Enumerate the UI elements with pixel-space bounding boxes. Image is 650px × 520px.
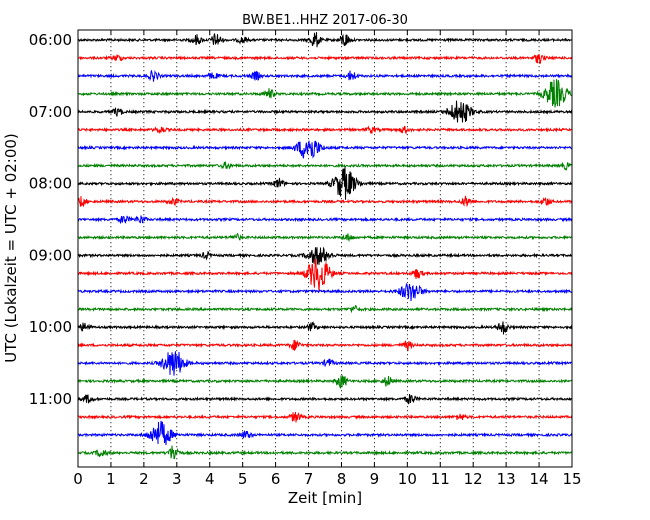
y-tick-label: 08:00 <box>29 175 72 193</box>
traces <box>77 32 573 460</box>
trace-0930 <box>77 282 573 302</box>
y-tick-label: 11:00 <box>29 390 72 408</box>
trace-0945 <box>77 304 573 314</box>
grid <box>78 30 572 467</box>
x-tick-label: 1 <box>106 470 116 488</box>
trace-1115 <box>77 411 573 423</box>
trace-0800 <box>77 166 573 200</box>
trace-0845 <box>77 232 573 243</box>
trace-0730 <box>77 140 573 159</box>
trace-1045 <box>77 375 573 389</box>
y-axis-label: UTC (Lokalzeit = UTC + 02:00) <box>2 133 20 363</box>
trace-0915 <box>77 258 573 293</box>
x-tick-label: 2 <box>139 470 149 488</box>
x-tick-label: 15 <box>562 470 581 488</box>
x-tick-label: 10 <box>398 470 417 488</box>
x-tick-label: 3 <box>172 470 182 488</box>
trace-1030 <box>77 351 573 376</box>
trace-1100 <box>77 393 573 405</box>
trace-1145 <box>77 445 573 460</box>
x-tick-label: 14 <box>530 470 549 488</box>
trace-0900 <box>77 246 573 265</box>
x-tick-label: 13 <box>497 470 516 488</box>
x-axis-label: Zeit [min] <box>288 489 362 507</box>
trace-1015 <box>77 339 573 352</box>
trace-1000 <box>77 321 573 335</box>
x-tick-label: 0 <box>73 470 83 488</box>
x-tick-label: 4 <box>205 470 215 488</box>
chart-title: BW.BE1..HHZ 2017-06-30 <box>242 13 408 28</box>
x-tick-label: 7 <box>304 470 314 488</box>
trace-0745 <box>77 161 573 171</box>
trace-0615 <box>77 53 573 64</box>
plot-frame <box>77 29 573 468</box>
x-tick-label: 12 <box>464 470 483 488</box>
trace-0830 <box>77 215 573 225</box>
x-tick-label: 6 <box>271 470 281 488</box>
x-tick-label: 8 <box>337 470 347 488</box>
y-tick-label: 10:00 <box>29 318 72 336</box>
y-tick-label: 09:00 <box>29 246 72 264</box>
trace-0630 <box>77 69 573 82</box>
trace-0645 <box>77 79 573 108</box>
trace-0600 <box>77 32 573 48</box>
axis-ticks: 0 1 2 3 4 5 6 7 8 9 10 11 12 13 14 1506:0007:0008:0009:… <box>29 30 582 488</box>
trace-1130 <box>77 420 573 446</box>
trace-0715 <box>77 125 573 135</box>
x-tick-label: 5 <box>238 470 248 488</box>
x-tick-label: 9 <box>370 470 380 488</box>
x-tick-label: 11 <box>431 470 450 488</box>
y-tick-label: 07:00 <box>29 103 72 121</box>
trace-0700 <box>77 100 573 123</box>
y-tick-label: 06:00 <box>29 31 72 49</box>
trace-0815 <box>77 195 573 207</box>
